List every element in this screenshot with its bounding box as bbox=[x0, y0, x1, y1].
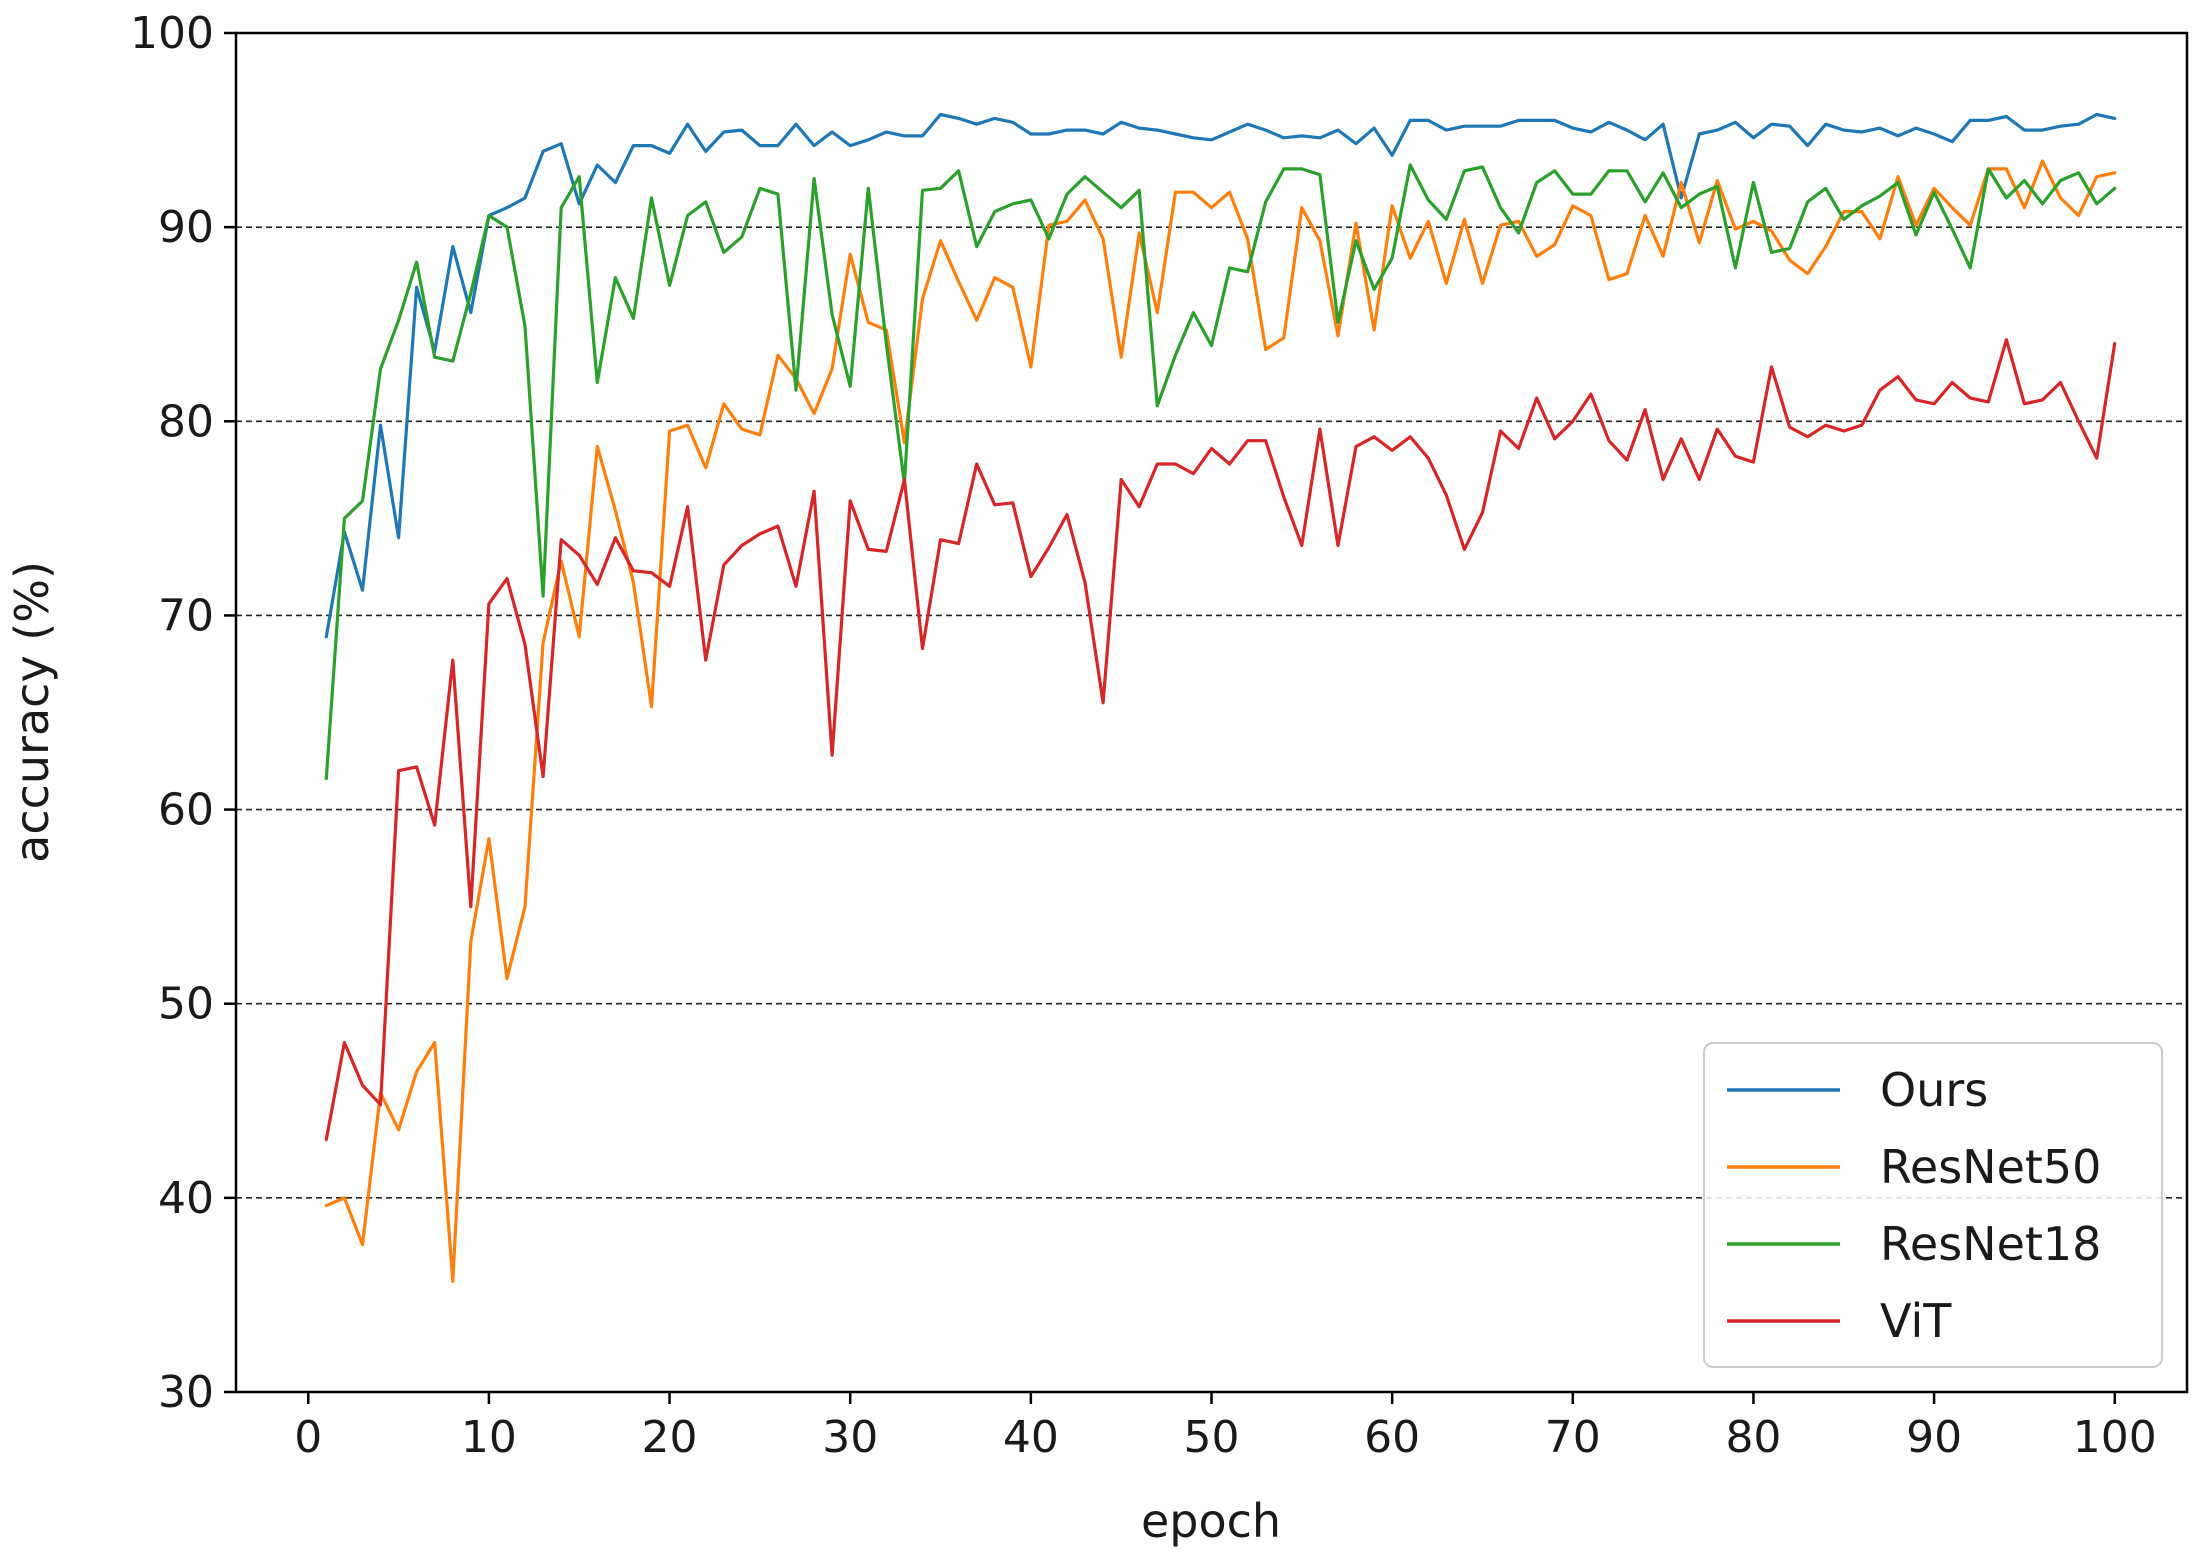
x-axis-ticks: 0 10 20 30 40 50 60 70 80 90 100 bbox=[294, 1392, 2157, 1463]
legend-label-resnet50: ResNet50 bbox=[1880, 1140, 2101, 1194]
series-line-ours bbox=[324, 112, 2117, 639]
legend: Ours ResNet50 ResNet18 ViT bbox=[1703, 1042, 2163, 1368]
y-tick-label: 60 bbox=[158, 785, 214, 836]
y-tick-label: 80 bbox=[158, 396, 214, 447]
series-line-vit bbox=[324, 338, 2117, 1142]
x-tick-label: 40 bbox=[1003, 1412, 1059, 1463]
y-tick-label: 40 bbox=[158, 1173, 214, 1224]
x-tick-label: 60 bbox=[1364, 1412, 1420, 1463]
x-tick-label: 100 bbox=[2073, 1412, 2157, 1463]
legend-label-resnet18: ResNet18 bbox=[1880, 1217, 2101, 1271]
x-tick-label: 90 bbox=[1906, 1412, 1962, 1463]
y-tick-label: 70 bbox=[158, 590, 214, 641]
x-tick-label: 10 bbox=[461, 1412, 517, 1463]
x-axis-label: epoch bbox=[1141, 1494, 1281, 1548]
x-tick-label: 0 bbox=[294, 1412, 322, 1463]
x-tick-label: 20 bbox=[642, 1412, 698, 1463]
x-tick-label: 50 bbox=[1184, 1412, 1240, 1463]
y-axis-label: accuracy (%) bbox=[5, 561, 59, 863]
legend-box bbox=[1703, 1042, 2163, 1368]
x-tick-label: 70 bbox=[1545, 1412, 1601, 1463]
x-tick-label: 80 bbox=[1725, 1412, 1781, 1463]
legend-label-vit: ViT bbox=[1880, 1294, 1952, 1348]
y-axis-ticks: 30 40 50 60 70 80 90 100 bbox=[130, 8, 236, 1418]
legend-label-ours: Ours bbox=[1880, 1063, 1988, 1117]
x-tick-label: 30 bbox=[822, 1412, 878, 1463]
y-tick-label: 90 bbox=[158, 202, 214, 253]
series-line-resnet50 bbox=[324, 159, 2117, 1283]
series-line-resnet18 bbox=[324, 163, 2117, 781]
y-tick-label: 50 bbox=[158, 979, 214, 1030]
y-tick-label: 30 bbox=[158, 1367, 214, 1418]
y-tick-label: 100 bbox=[130, 8, 214, 59]
series-layer bbox=[324, 112, 2117, 1283]
legend-entries: Ours ResNet50 ResNet18 ViT bbox=[1727, 1063, 2101, 1348]
